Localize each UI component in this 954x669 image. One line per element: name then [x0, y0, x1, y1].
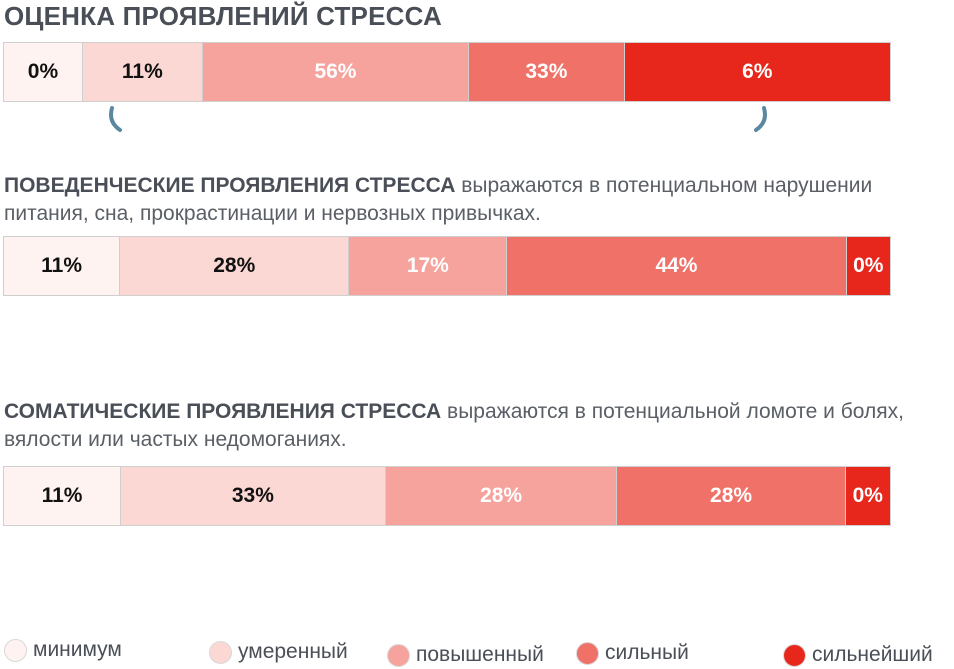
legend-label: сильнейший — [812, 643, 933, 666]
data-label: 6% — [742, 60, 773, 83]
legend-label: умеренный — [238, 640, 348, 663]
somatic-description: СОМАТИЧЕСКИЕ ПРОЯВЛЕНИЯ СТРЕССА выражают… — [4, 398, 944, 454]
bar-segment-strongest: 6% — [624, 42, 891, 102]
bar-segment-strong: 44% — [507, 236, 847, 296]
legend-item-minimum: минимум — [4, 638, 122, 662]
legend-item-strong: сильный — [576, 641, 689, 665]
bar-segment-moderate: 33% — [121, 466, 386, 526]
legend-swatch-minimum — [4, 638, 27, 662]
legend-swatch-elevated — [387, 643, 410, 667]
data-label: 0% — [853, 254, 884, 277]
stacked-bar-behavioral: 11% 28% 17% 44% 0% — [3, 236, 891, 296]
legend-item-strongest: сильнейший — [783, 643, 933, 667]
data-label: 56% — [314, 60, 357, 83]
left-bracket-mark — [109, 106, 122, 132]
bar-segment-elevated: 56% — [202, 42, 470, 102]
bar-segment-strongest: 0% — [845, 466, 891, 526]
data-label: 33% — [231, 484, 274, 507]
data-label: 0% — [852, 484, 883, 507]
legend-swatch-moderate — [209, 640, 232, 664]
bar-segment-elevated: 28% — [385, 466, 618, 526]
bar-segment-minimum: 11% — [3, 236, 121, 296]
page-title: ОЦЕНКА ПРОЯВЛЕНИЙ СТРЕССА — [4, 1, 442, 31]
bar-segment-strong: 33% — [469, 42, 625, 102]
legend-item-elevated: повышенный — [387, 643, 544, 667]
behavioral-description: ПОВЕДЕНЧЕСКИЕ ПРОЯВЛЕНИЯ СТРЕССА выражаю… — [4, 172, 944, 228]
data-label: 28% — [710, 484, 753, 507]
behavioral-text: выражаются в потенциальном нарушении пит… — [4, 174, 873, 225]
legend-label: сильный — [605, 641, 689, 664]
bar-segment-moderate: 11% — [82, 42, 203, 102]
bar-segment-minimum: 11% — [3, 466, 122, 526]
stacked-bar-somatic: 11% 33% 28% 28% 0% — [3, 466, 891, 526]
behavioral-heading: ПОВЕДЕНЧЕСКИЕ ПРОЯВЛЕНИЯ СТРЕССА — [4, 174, 456, 197]
data-label: 28% — [480, 484, 523, 507]
legend-swatch-strong — [576, 641, 599, 665]
bar-segment-strong: 28% — [617, 466, 846, 526]
bar-segment-moderate: 28% — [120, 236, 350, 296]
somatic-text: выражаются в потенциальной ломоте и боля… — [4, 400, 904, 451]
data-label: 11% — [41, 254, 83, 277]
bracket-markers — [109, 106, 767, 132]
data-label: 28% — [213, 254, 256, 277]
stacked-bar-overall: 0% 11% 56% 33% 6% — [3, 42, 891, 102]
data-label: 11% — [121, 60, 163, 83]
data-label: 33% — [525, 60, 568, 83]
legend-label: повышенный — [416, 643, 544, 666]
bar-segment-strongest: 0% — [846, 236, 891, 296]
data-label: 0% — [27, 60, 59, 83]
legend-swatch-strongest — [783, 643, 806, 667]
data-label: 44% — [655, 254, 698, 277]
bar-segment-minimum: 0% — [3, 42, 83, 102]
data-label: 17% — [406, 254, 449, 277]
right-bracket-mark — [754, 106, 767, 132]
legend-item-moderate: умеренный — [209, 640, 348, 664]
legend-label: минимум — [33, 638, 122, 661]
bar-segment-elevated: 17% — [349, 236, 508, 296]
data-label: 11% — [41, 484, 83, 507]
somatic-heading: СОМАТИЧЕСКИЕ ПРОЯВЛЕНИЯ СТРЕССА — [4, 400, 442, 423]
legend: минимум умеренный повышенный сильный сил… — [0, 636, 954, 669]
